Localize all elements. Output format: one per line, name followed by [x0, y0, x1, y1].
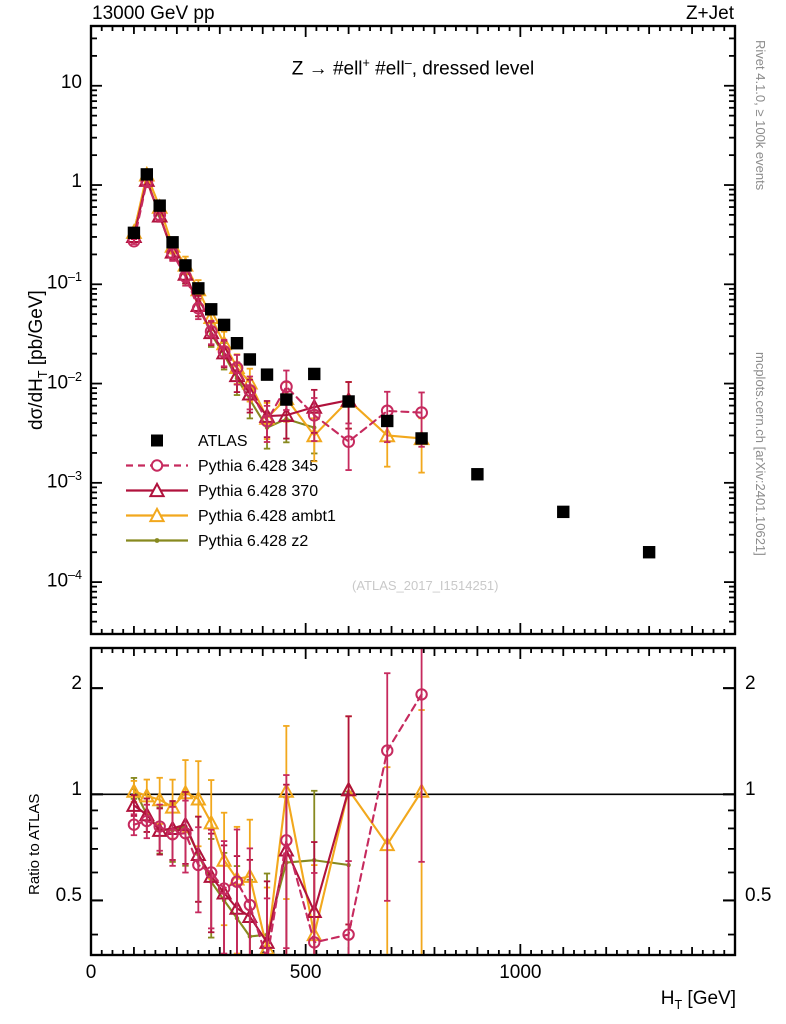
data-marker-circle: [217, 882, 231, 895]
data-marker-circle: [204, 325, 218, 338]
data-marker-square: [260, 368, 274, 381]
ratio-line-pythia-6-428-345: [132, 693, 423, 955]
legend-key-icon: [124, 528, 190, 553]
data-marker-circle: [191, 301, 205, 315]
data-marker-square: [230, 337, 244, 350]
y-tick-label-0: 10: [60, 71, 82, 93]
title-sup-minus: –: [404, 56, 412, 70]
data-marker-square: [205, 303, 218, 316]
data-marker-square: [153, 199, 166, 212]
data-marker-square: [642, 546, 656, 559]
header-left-label: 13000 GeV pp: [92, 3, 215, 24]
x-axis-label-post: [GeV]: [682, 988, 736, 1009]
title-sup-plus: +: [362, 56, 370, 70]
data-marker-square: [415, 432, 428, 445]
data-marker-circle: [217, 345, 231, 358]
legend-key-icon: [124, 478, 190, 503]
legend-label: Pythia 6.428 345: [198, 458, 319, 475]
data-marker-triangle: [190, 790, 207, 806]
data-marker-circle: [342, 435, 356, 449]
data-marker-circle: [205, 866, 218, 879]
data-marker-circle: [140, 814, 154, 828]
data-marker-square: [557, 505, 570, 519]
legend-key-icon: [124, 503, 190, 528]
x-tick-label-0: 0: [85, 962, 97, 983]
data-marker-circle: [415, 688, 428, 701]
data-marker-square: [179, 259, 192, 272]
ratio-tick-label-right-0: 2: [745, 673, 756, 695]
x-tick-label-1: 500: [289, 962, 322, 983]
data-marker-triangle: [340, 781, 357, 797]
ratio-tick-label-left-2: 0.5: [55, 885, 82, 907]
x-axis-label-sub: T: [674, 997, 683, 1012]
data-marker-circle: [415, 406, 428, 419]
data-marker-circle: [230, 875, 244, 888]
data-marker-square: [308, 367, 321, 381]
legend-label: Pythia 6.428 ambt1: [198, 508, 336, 525]
x-axis-label-pre: H: [660, 988, 675, 1009]
legend-key-icon: [124, 453, 190, 478]
main-panel-frame-top: [89, 24, 737, 636]
data-marker-square: [381, 414, 394, 428]
data-marker-square: [192, 282, 205, 295]
y-tick-label-2: 10–1: [46, 270, 82, 294]
data-marker-circle: [166, 828, 179, 841]
analysis-watermark: (ATLAS_2017_I1514251): [352, 578, 499, 593]
x-axis-label: HT [GeV]: [661, 988, 736, 1012]
data-marker-circle: [192, 858, 205, 872]
data-marker-circle: [280, 834, 293, 847]
ratio-tick-label-right-2: 0.5: [745, 885, 772, 907]
data-marker-triangle: [203, 814, 220, 830]
legend-label: ATLAS: [198, 433, 248, 450]
y-tick-label-1: 1: [71, 171, 82, 193]
data-marker-circle: [179, 827, 192, 840]
data-marker-square: [166, 236, 179, 249]
ratio-panel-frame-top: [89, 646, 737, 957]
x-tick-label-2: 1000: [499, 962, 542, 983]
header-right-label: Z+Jet: [685, 3, 734, 24]
data-marker-circle: [230, 361, 244, 375]
data-marker-square: [243, 353, 257, 366]
data-marker-circle: [279, 380, 293, 394]
y-tick-label-3: 10–2: [46, 369, 82, 393]
title-prefix: Z → #ell: [291, 58, 363, 80]
legend-label: Pythia 6.428 z2: [198, 533, 309, 550]
data-marker-circle: [342, 928, 355, 941]
data-marker-square: [127, 226, 141, 240]
main-panel-frame: [89, 24, 737, 636]
data-marker-circle: [260, 414, 274, 428]
ratio-tick-label-left-1: 1: [71, 779, 82, 801]
data-marker-square: [471, 468, 484, 481]
data-marker-square: [280, 393, 293, 406]
data-marker-circle: [381, 744, 394, 757]
series-line-pythia-6-428-ambt1: [132, 173, 423, 440]
page-title: Z → #ell+ #ell–, dressed level: [91, 56, 735, 80]
data-marker-circle: [127, 818, 141, 831]
ratio-tick-label-right-1: 1: [745, 779, 756, 801]
ratio-tick-label-left-0: 2: [71, 673, 82, 695]
legend-key-icon: [124, 428, 190, 453]
legend-label: Pythia 6.428 370: [198, 483, 319, 500]
ratio-line-pythia-6-428-ambt1: [132, 788, 423, 950]
series-line-pythia-6-428-345: [132, 180, 423, 443]
data-marker-square: [342, 395, 355, 408]
data-marker-square: [217, 318, 231, 332]
data-marker-circle: [243, 384, 257, 397]
data-marker-triangle: [277, 406, 295, 422]
data-marker-circle: [153, 820, 166, 833]
title-suffix: , dressed level: [411, 58, 535, 80]
y-tick-label-4: 10–3: [46, 468, 82, 493]
data-marker-circle: [307, 408, 321, 422]
data-marker-triangle: [125, 796, 143, 812]
data-marker-square: [140, 168, 154, 181]
data-marker-circle: [308, 936, 321, 949]
title-mid: #ell: [369, 58, 405, 80]
y-tick-label-5: 10–4: [46, 568, 82, 592]
data-marker-circle: [243, 898, 257, 912]
